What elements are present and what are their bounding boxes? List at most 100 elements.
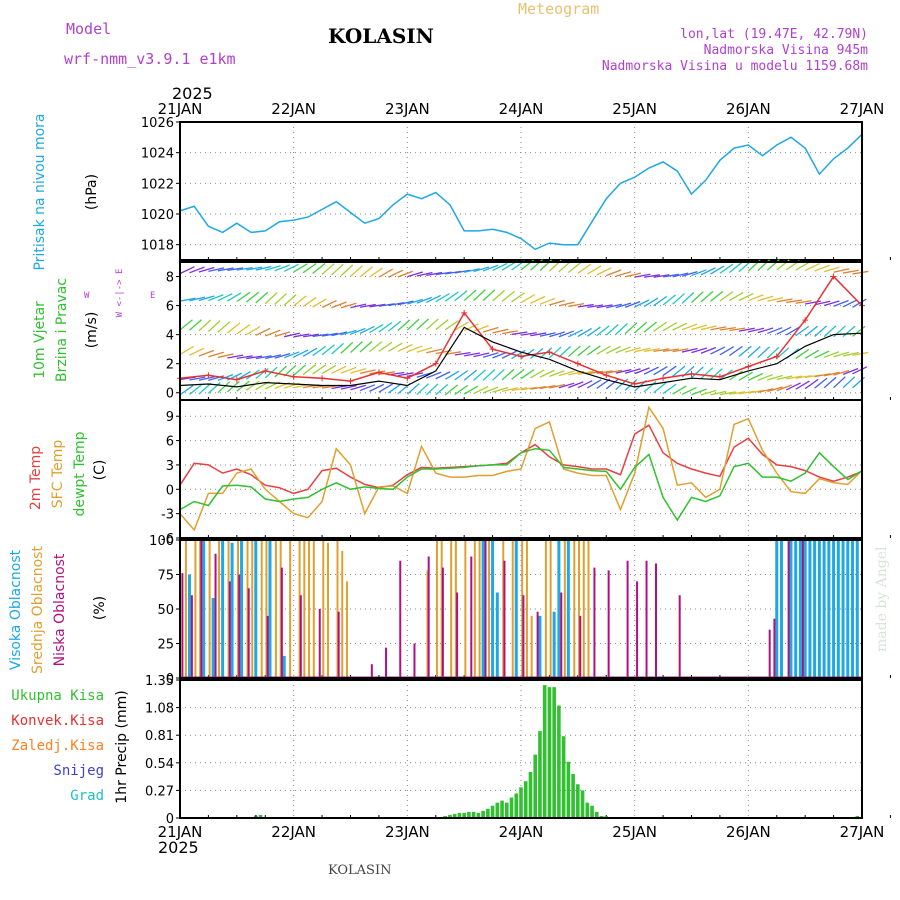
wind-arrow [549,370,565,378]
series-line-1 [179,405,863,532]
wind-arrow [198,376,215,381]
wind-arrow [776,326,792,335]
watermark: made by Angel [874,546,890,652]
wind-arrow [454,384,469,396]
precip-bar [528,772,533,818]
wind-arrow [369,267,383,278]
precip-bar [476,812,481,818]
wind-arrow [425,383,439,396]
wind-arrow [852,366,868,375]
wind-arrow [643,380,657,393]
precip-bar [557,705,561,818]
wind-arrow [596,267,612,276]
snow-bar [254,814,257,818]
wind-arrow [511,292,526,303]
wind-arrow [217,293,233,302]
pressure-labels: Pritisak na nivou mora (hPa) [32,113,100,270]
wind-arrow [653,348,670,352]
wind-arrow [823,300,840,307]
wind-arrow [501,261,517,271]
wind-arrow [823,266,840,273]
wind-arrow [785,382,801,391]
wind-arrow [463,369,478,381]
wind-arrow [492,262,508,272]
wind-arrow [245,380,260,391]
wind-arrow [217,267,234,272]
wind-arrow [350,368,367,374]
wind-arrow [340,264,354,277]
wind-arrow [274,331,291,338]
precip-bar [509,797,514,818]
wind-arrow [549,331,565,338]
wind-arrow [359,384,376,392]
y-tick-label: 1020 [141,208,174,223]
wind-arrow [586,345,601,356]
wind-arrow [359,340,373,353]
wind-arrow [577,345,591,357]
wind-arrow [283,294,297,306]
wind-arrow [748,327,765,333]
y-tick-label: 0.54 [145,757,174,772]
wind-arrow [217,353,234,359]
precip-unit: 1hr Precip (mm) [114,690,130,803]
wind-arrow [207,382,221,394]
y-tick-label: 25 [157,638,174,653]
wind-arrow [511,368,525,380]
wind-arrow [691,366,704,379]
precip-grad: Grad [70,788,104,804]
wind-arrow [568,381,584,389]
pressure-title: Pritisak na nivou mora [32,113,48,270]
wind-arrow [303,333,320,338]
wind-speed-marker [518,353,524,360]
wind-arrow [738,371,753,381]
wind-arrow [416,271,433,277]
wind-arrow [634,347,651,353]
wind-arrow [852,325,866,337]
wind-arrow [378,341,393,352]
wind-arrow [795,380,810,390]
wind-arrow [302,364,317,376]
wind-arrow [643,297,659,307]
precip-bar [590,805,594,818]
wind-arrow [615,302,632,309]
wind-arrow [464,352,481,357]
wind-arrow [331,263,344,276]
wind-arrow [359,266,373,278]
wind-arrow [388,302,405,307]
wind-arrow [681,347,698,353]
y-tick-label: 3 [166,459,174,474]
wind-arrow [189,383,203,395]
wind-arrow [198,382,212,395]
cloud-labels: Visoka Oblacnost Srednja Oblacnost Niska… [8,546,108,674]
precip-bar [471,811,476,818]
wind-arrow [520,293,536,304]
wind-arrow [719,291,734,302]
wind-arrow [719,326,736,331]
x-tick-bottom-label: 26JAN [726,823,771,841]
wind-arrow [473,325,489,332]
wind-arrow [236,355,253,359]
precip-bar [561,736,566,818]
wind-arrow [435,271,452,276]
wind-arrow [293,333,310,338]
wind-arrow [653,295,668,307]
wind-arrow [425,318,439,331]
y-tick-label: 0 [166,812,174,827]
wind-arrow [842,269,859,274]
wind-speed-marker [233,376,240,383]
wind-arrow [520,369,535,380]
station-title: KOLASIN [328,24,434,48]
model-elevation-label: Nadmorska Visina u modelu 1159.68m [602,59,868,74]
wind-arrow [397,343,413,353]
wind-arrow [662,348,679,353]
wind-arrow [264,292,278,305]
wind-arrow [539,385,556,390]
wind-arrow [378,303,395,307]
wind-arrow [814,350,830,359]
wind-arrow [189,347,205,356]
wind-arrow [454,269,471,274]
wind-arrow [615,368,632,374]
wind-arrow [615,323,628,335]
wind-speed-marker [660,375,667,382]
wind-arrow [691,291,704,304]
